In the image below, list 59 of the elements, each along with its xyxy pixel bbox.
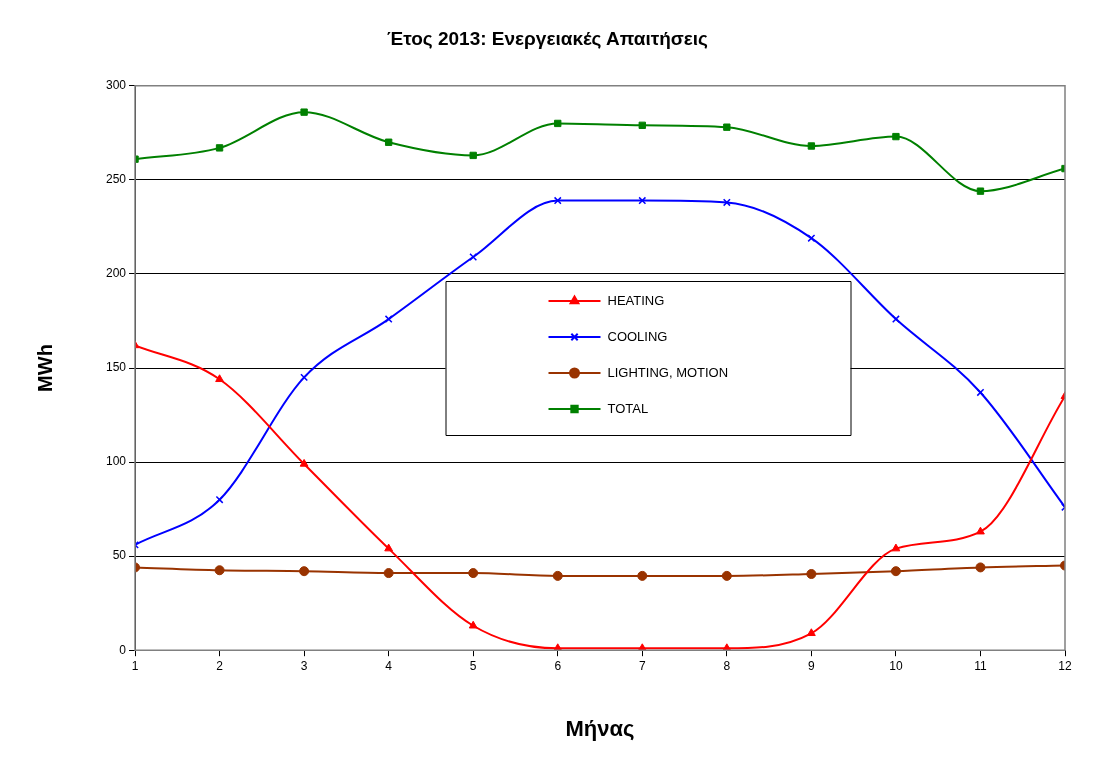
chart-title: Έτος 2013: Ενεργειακές Απαιτήσεις <box>387 27 709 49</box>
point <box>468 620 478 629</box>
point <box>637 570 648 581</box>
point <box>976 187 985 195</box>
point <box>722 198 731 207</box>
legend-label: HEATING <box>607 292 665 308</box>
point <box>468 568 479 579</box>
legend-label: TOTAL <box>607 400 649 416</box>
point <box>553 196 562 205</box>
x-axis-title: Μήνας <box>565 715 635 741</box>
point <box>384 138 393 146</box>
y-tick-label: 50 <box>112 548 127 563</box>
y-tick-label: 300 <box>105 78 127 93</box>
point <box>721 570 732 581</box>
point <box>975 562 986 573</box>
point <box>384 543 394 552</box>
point <box>383 568 394 579</box>
x-tick-label: 3 <box>300 658 308 673</box>
point <box>806 569 817 580</box>
x-tick-label: 9 <box>808 658 816 673</box>
x-tick-label: 4 <box>385 658 393 673</box>
point <box>891 543 901 552</box>
x-tick-label: 11 <box>974 658 988 673</box>
point <box>214 565 225 576</box>
point <box>215 495 224 504</box>
x-tick-label: 5 <box>469 658 477 673</box>
y-tick-label: 100 <box>105 454 127 469</box>
legend-label: LIGHTING, MOTION <box>607 364 729 380</box>
x-tick-label: 10 <box>889 658 903 673</box>
point <box>892 132 900 141</box>
point <box>552 570 563 581</box>
y-axis-title: MWh <box>33 344 56 392</box>
point <box>806 628 816 637</box>
point <box>384 315 393 324</box>
y-tick-label: 150 <box>105 360 127 375</box>
point <box>976 526 985 535</box>
x-tick-label: 2 <box>216 658 224 673</box>
point <box>299 566 310 577</box>
point <box>723 123 731 131</box>
point <box>976 388 985 397</box>
point <box>890 566 901 577</box>
x-tick-label: 12 <box>1058 658 1072 673</box>
point <box>554 119 562 128</box>
point <box>300 108 308 116</box>
x-tick-label: 8 <box>723 658 731 673</box>
point <box>469 151 477 160</box>
point <box>299 458 309 467</box>
point <box>807 142 816 150</box>
point <box>215 374 224 383</box>
x-tick-label: 7 <box>638 658 646 673</box>
point <box>638 121 646 129</box>
y-tick-label: 250 <box>105 172 127 187</box>
legend-label: COOLING <box>607 328 668 344</box>
point <box>215 144 224 152</box>
point <box>891 315 900 324</box>
y-tick-label: 0 <box>119 642 127 657</box>
x-tick-label: 6 <box>554 658 562 673</box>
y-tick-label: 200 <box>105 266 127 281</box>
x-tick-label: 1 <box>131 658 139 673</box>
